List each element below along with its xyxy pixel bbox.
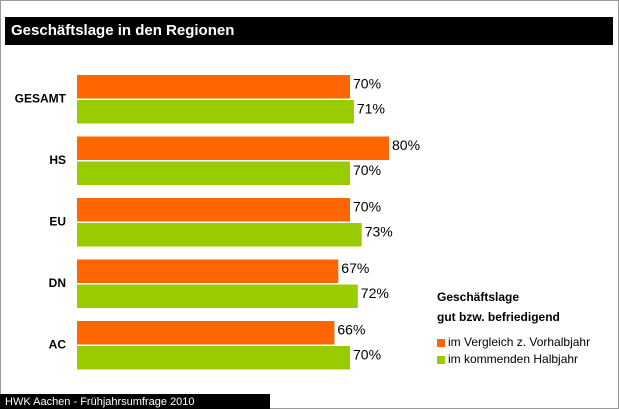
legend-swatch	[437, 339, 445, 347]
source-bar	[0, 394, 270, 409]
legend-title: Geschäftslage	[437, 290, 519, 304]
bar	[77, 100, 354, 124]
category-label: AC	[49, 337, 67, 351]
value-label: 70%	[353, 162, 381, 178]
title-bar	[5, 17, 613, 45]
chart-title: Geschäftslage in den Regionen	[11, 22, 234, 39]
value-label: 72%	[361, 285, 389, 301]
value-label: 70%	[353, 75, 381, 91]
bar	[77, 75, 350, 99]
legend-label: im Vergleich z. Vorhalbjahr	[448, 335, 590, 349]
bar	[77, 136, 389, 160]
bar	[77, 223, 362, 247]
value-label: 80%	[392, 137, 420, 153]
category-label: DN	[49, 276, 66, 290]
bar	[77, 346, 350, 370]
category-label: GESAMT	[15, 91, 67, 105]
value-label: 70%	[353, 346, 381, 362]
value-label: 70%	[353, 198, 381, 214]
bar	[77, 321, 335, 345]
category-label: HS	[49, 153, 66, 167]
value-label: 67%	[341, 260, 369, 276]
bar	[77, 161, 350, 185]
value-label: 71%	[357, 100, 385, 116]
source: HWK Aachen - Frühjahrsumfrage 2010	[5, 396, 195, 408]
bar	[77, 259, 339, 283]
value-label: 73%	[365, 223, 393, 239]
category-label: EU	[49, 214, 66, 228]
legend-title: gut bzw. befriedigend	[437, 310, 560, 324]
value-label: 66%	[337, 321, 365, 337]
bar	[77, 284, 358, 308]
legend-swatch	[437, 356, 445, 364]
legend-label: im kommenden Halbjahr	[448, 352, 578, 366]
bar	[77, 198, 350, 222]
